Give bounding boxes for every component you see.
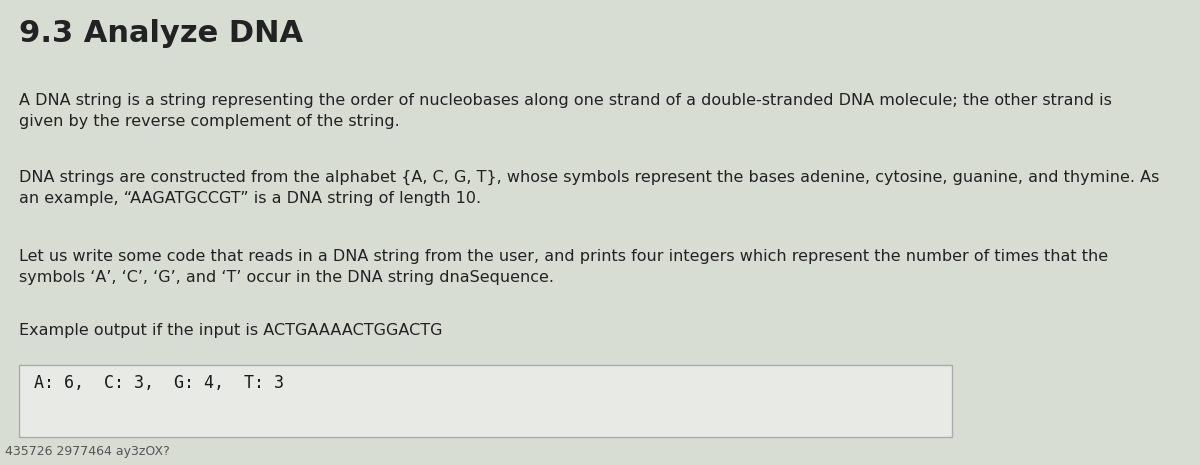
Text: A: 6,  C: 3,  G: 4,  T: 3: A: 6, C: 3, G: 4, T: 3	[34, 374, 284, 392]
Text: A DNA string is a string representing the order of nucleobases along one strand : A DNA string is a string representing th…	[19, 93, 1112, 129]
Text: Let us write some code that reads in a DNA string from the user, and prints four: Let us write some code that reads in a D…	[19, 249, 1109, 285]
Text: 9.3 Analyze DNA: 9.3 Analyze DNA	[19, 19, 304, 47]
Text: 435726 2977464 ay3zOX?: 435726 2977464 ay3zOX?	[5, 445, 169, 458]
Text: Example output if the input is ACTGAAAACTGGACTG: Example output if the input is ACTGAAAAC…	[19, 323, 443, 338]
FancyBboxPatch shape	[19, 365, 952, 437]
Text: DNA strings are constructed from the alphabet {A, C, G, T}, whose symbols repres: DNA strings are constructed from the alp…	[19, 170, 1159, 206]
